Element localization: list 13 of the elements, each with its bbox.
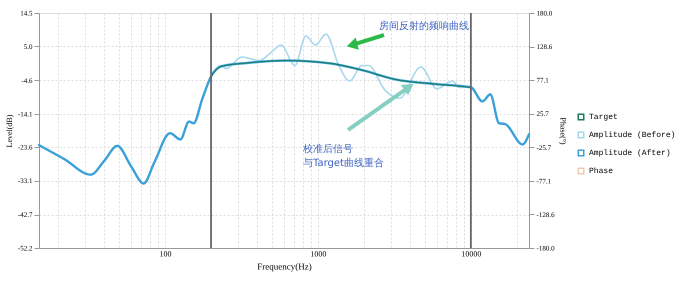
x-tick-label: 1000 bbox=[310, 250, 326, 258]
y-axis-title: Level(dB) bbox=[4, 114, 14, 148]
x-tick-label: 100 bbox=[160, 250, 172, 258]
y2-axis-title: Phase(°) bbox=[558, 117, 568, 145]
x-axis-title: Frequency(Hz) bbox=[257, 262, 312, 272]
legend-label: Amplitude (After) bbox=[589, 149, 671, 158]
annotation: 与Target曲线重合 bbox=[303, 157, 384, 169]
legend-label: Phase bbox=[589, 167, 614, 176]
annotation: 房间反射的频响曲线 bbox=[379, 20, 469, 32]
x-tick-label: 10000 bbox=[461, 250, 482, 258]
legend-label: Target bbox=[589, 113, 618, 122]
annotation: 校准后信号 bbox=[302, 143, 353, 155]
legend-label: Amplitude (Before) bbox=[589, 131, 676, 140]
